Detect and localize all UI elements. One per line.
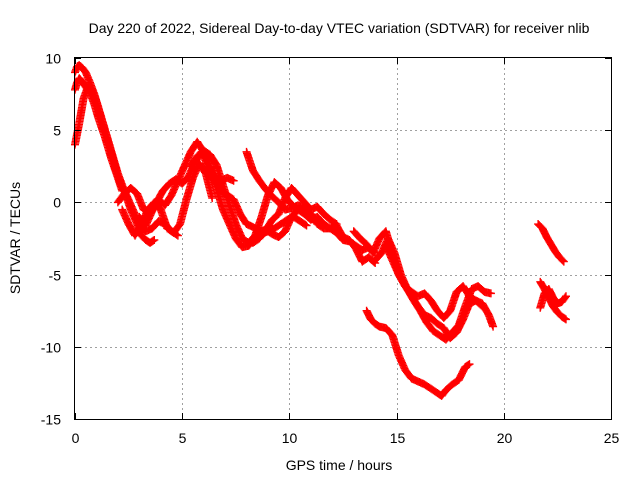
data-point	[561, 315, 570, 324]
y-tick-label: -5	[49, 268, 62, 284]
data-point	[149, 236, 158, 245]
y-tick-label: 10	[45, 51, 61, 67]
series-trace-13	[381, 241, 487, 343]
data-point	[150, 235, 159, 244]
y-tick-label: 0	[53, 195, 61, 211]
data-point	[173, 231, 182, 240]
data-point	[561, 293, 570, 302]
data-point	[559, 257, 568, 266]
data-points	[71, 61, 570, 400]
series-trace-3	[71, 74, 127, 195]
y-tick-label: -10	[41, 340, 61, 356]
data-point	[302, 221, 311, 230]
data-point	[301, 220, 310, 229]
x-tick-label: 20	[497, 430, 513, 446]
data-point	[558, 256, 567, 265]
x-tick-label: 5	[179, 430, 187, 446]
data-point	[561, 292, 570, 301]
series-trace-14	[362, 306, 474, 400]
data-point	[208, 194, 217, 203]
y-axis-label: SDTVAR / TECUs	[7, 182, 23, 294]
series-trace-10	[248, 183, 341, 247]
data-point	[478, 302, 487, 311]
data-point	[465, 360, 474, 369]
data-point	[229, 176, 238, 185]
y-tick-label: -15	[41, 412, 61, 428]
x-axis-label: GPS time / hours	[286, 457, 393, 473]
x-tick-label: 10	[282, 430, 298, 446]
data-point	[486, 289, 495, 298]
grid	[75, 58, 611, 419]
plot-frame	[74, 57, 612, 420]
data-point	[332, 220, 341, 229]
series-trace-17	[536, 285, 570, 312]
axis-ticks: 0 5 10 15 20 25 -15 -10 -5 0 5 10	[41, 51, 620, 447]
data-point	[464, 360, 473, 369]
data-point	[560, 314, 569, 323]
x-tick-label: 25	[604, 430, 620, 446]
chart-title: Day 220 of 2022, Sidereal Day-to-day VTE…	[89, 20, 590, 36]
x-tick-label: 0	[72, 430, 80, 446]
y-tick-label: 5	[53, 123, 61, 139]
data-point	[489, 322, 498, 331]
data-point	[477, 301, 486, 310]
series-trace-15	[534, 220, 568, 266]
data-point	[331, 219, 340, 228]
x-tick-label: 15	[390, 430, 406, 446]
